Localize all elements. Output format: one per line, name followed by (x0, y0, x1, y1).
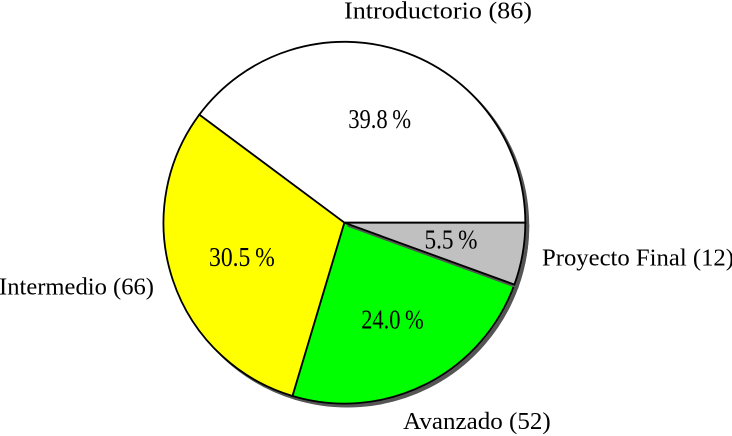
svg-text:Introductorio (86): Introductorio (86) (344, 0, 532, 25)
svg-text:Avanzado (52): Avanzado (52) (403, 409, 551, 435)
svg-text:Proyecto Final (12): Proyecto Final (12) (542, 245, 732, 271)
svg-text:30.5 %: 30.5 % (209, 242, 275, 272)
svg-text:Intermedio (66): Intermedio (66) (0, 274, 154, 300)
svg-text:5.5 %: 5.5 % (425, 224, 478, 254)
svg-text:24.0 %: 24.0 % (361, 304, 424, 334)
svg-text:39.8 %: 39.8 % (348, 104, 411, 134)
